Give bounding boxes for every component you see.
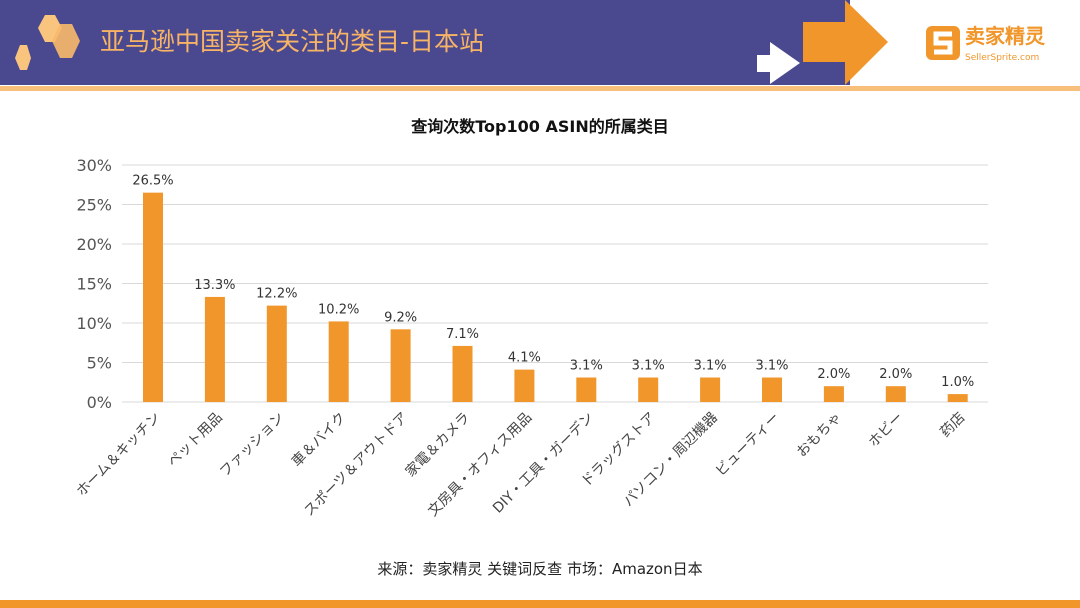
hexagon-icon [52, 24, 80, 58]
bar [885, 386, 906, 402]
data-label: 2.0% [879, 367, 912, 382]
header-band [0, 0, 850, 85]
x-tick-label: ペット用品 [165, 410, 226, 471]
data-label: 2.0% [817, 367, 850, 382]
x-tick-label: ビューティー [713, 410, 783, 480]
header-divider [0, 86, 1080, 91]
y-tick-label: 5% [87, 354, 112, 373]
y-tick-label: 20% [76, 235, 112, 254]
chart-title: 查询次数Top100 ASIN的所属类目 [411, 117, 669, 136]
arrow-icon [757, 42, 800, 84]
x-tick-label: 文房具・オフィス用品 [425, 410, 535, 520]
x-tick-label: スポーツ＆アウトドア [301, 410, 411, 520]
x-tick-label: 药店 [937, 410, 968, 441]
x-tick-label: ホビー [866, 410, 907, 451]
y-tick-label: 15% [76, 275, 112, 294]
bar [576, 377, 597, 402]
bar [823, 386, 844, 402]
y-tick-label: 30% [76, 156, 112, 175]
source-note: 来源：卖家精灵 关键词反查 市场：Amazon日本 [377, 560, 703, 578]
bar [700, 377, 721, 402]
data-label: 1.0% [941, 375, 974, 390]
y-tick-label: 25% [76, 196, 112, 215]
data-label: 3.1% [570, 359, 603, 374]
data-label: 4.1% [508, 351, 541, 366]
data-label: 13.3% [194, 278, 235, 293]
header-decor [15, 0, 960, 85]
data-label: 12.2% [256, 287, 297, 302]
data-label: 3.1% [632, 359, 665, 374]
arrow-icon [803, 0, 888, 85]
bar-chart: 0% 5% 10% 15% 20% 25% 30% 26.5% ホーム＆キッチン 13.3% ペット… [74, 156, 988, 520]
x-tick-label: DIY・工具・ガーデン [489, 409, 597, 517]
bar [947, 394, 968, 402]
x-tick-label: 車＆バイク [288, 409, 349, 470]
data-label: 9.2% [384, 310, 417, 325]
data-label: 7.1% [446, 327, 479, 342]
y-tick-label: 0% [87, 393, 112, 412]
bar [514, 369, 535, 402]
x-tick-label: ホーム＆キッチン [74, 410, 164, 500]
logo-icon [926, 26, 960, 60]
bar [143, 192, 163, 402]
footer-bar [0, 600, 1080, 608]
bar [328, 321, 349, 402]
bar [204, 296, 225, 402]
data-label: 26.5% [132, 174, 173, 189]
x-tick-label: ファッション [217, 410, 288, 481]
bar [762, 377, 782, 402]
x-tick-label: おもちゃ [794, 410, 845, 461]
data-label: 10.2% [318, 302, 359, 317]
bar [390, 329, 411, 402]
y-tick-label: 10% [76, 314, 112, 333]
data-label: 3.1% [694, 359, 727, 374]
logo-url: SellerSprite.com [965, 53, 1040, 63]
page-title: 亚马逊中国卖家关注的类目-日本站 [100, 27, 485, 56]
bar [266, 305, 287, 402]
logo-name: 卖家精灵 [965, 24, 1045, 48]
data-label: 3.1% [755, 359, 788, 374]
bar [638, 377, 659, 402]
hexagon-icon [15, 45, 31, 70]
bar [452, 345, 473, 402]
